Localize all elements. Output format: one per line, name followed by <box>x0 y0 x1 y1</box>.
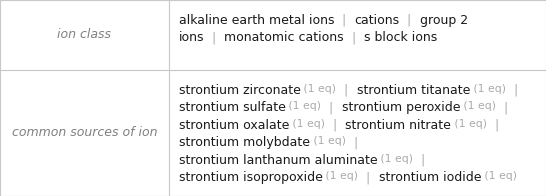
Text: (1 eq): (1 eq) <box>470 84 506 94</box>
Text: |: | <box>487 119 507 132</box>
Text: s block ions: s block ions <box>364 31 437 44</box>
Text: |: | <box>506 84 526 97</box>
Text: |: | <box>325 119 345 132</box>
Text: alkaline earth metal ions: alkaline earth metal ions <box>179 14 334 27</box>
Text: strontium iodide: strontium iodide <box>379 172 481 184</box>
Text: cations: cations <box>354 14 400 27</box>
Text: |: | <box>358 172 379 184</box>
Text: ions: ions <box>179 31 204 44</box>
Text: (1 eq): (1 eq) <box>289 119 325 129</box>
Text: strontium oxalate: strontium oxalate <box>179 119 289 132</box>
Text: strontium lanthanum aluminate: strontium lanthanum aluminate <box>179 154 377 167</box>
Text: strontium nitrate: strontium nitrate <box>345 119 451 132</box>
Text: strontium titanate: strontium titanate <box>357 84 470 97</box>
Text: (1 eq): (1 eq) <box>310 136 346 146</box>
Text: (1 eq): (1 eq) <box>451 119 487 129</box>
Text: strontium peroxide: strontium peroxide <box>342 101 460 114</box>
Text: |: | <box>322 101 342 114</box>
Text: |: | <box>336 84 357 97</box>
Text: monatomic cations: monatomic cations <box>224 31 344 44</box>
Text: strontium sulfate: strontium sulfate <box>179 101 286 114</box>
Text: |: | <box>334 14 354 27</box>
Text: |: | <box>400 14 420 27</box>
Text: |: | <box>346 136 366 149</box>
Text: (1 eq): (1 eq) <box>481 172 517 181</box>
Text: |: | <box>204 31 224 44</box>
Text: (1 eq): (1 eq) <box>286 101 322 111</box>
Text: |: | <box>344 31 364 44</box>
Text: (1 eq): (1 eq) <box>323 172 358 181</box>
Text: common sources of ion: common sources of ion <box>11 126 157 140</box>
Text: group 2: group 2 <box>420 14 468 27</box>
Text: (1 eq): (1 eq) <box>460 101 496 111</box>
Text: |: | <box>496 101 517 114</box>
Text: strontium molybdate: strontium molybdate <box>179 136 310 149</box>
Text: strontium zirconate: strontium zirconate <box>179 84 300 97</box>
Text: (1 eq): (1 eq) <box>300 84 336 94</box>
Text: ion class: ion class <box>57 28 111 42</box>
Text: |: | <box>413 154 434 167</box>
Text: strontium isopropoxide: strontium isopropoxide <box>179 172 323 184</box>
Text: (1 eq): (1 eq) <box>377 154 413 164</box>
